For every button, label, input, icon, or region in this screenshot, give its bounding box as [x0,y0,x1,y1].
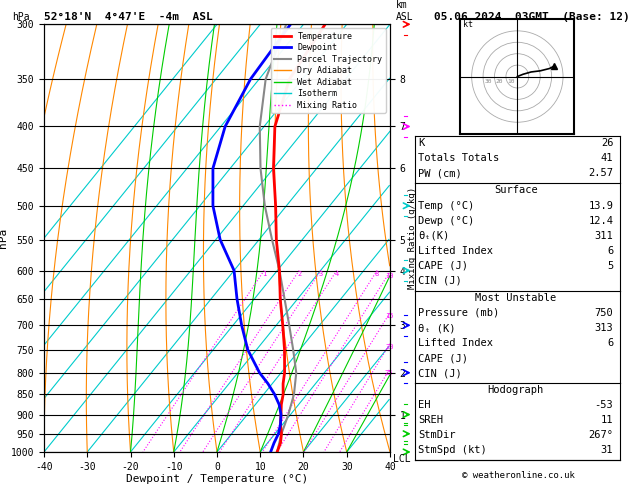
Text: 41: 41 [601,154,613,163]
Text: 13.9: 13.9 [588,201,613,210]
Y-axis label: Mixing Ratio (g/kg): Mixing Ratio (g/kg) [408,187,418,289]
Text: 26: 26 [601,139,613,148]
Y-axis label: hPa: hPa [0,228,8,248]
Text: θₜ(K): θₜ(K) [418,231,450,241]
Text: 31: 31 [601,446,613,455]
Text: 25: 25 [385,370,393,376]
Text: StmSpd (kt): StmSpd (kt) [418,446,487,455]
Text: 267°: 267° [588,431,613,440]
Text: 05.06.2024  03GMT  (Base: 12): 05.06.2024 03GMT (Base: 12) [433,12,629,22]
Text: Lifted Index: Lifted Index [418,246,493,256]
Text: Most Unstable: Most Unstable [475,293,557,303]
Text: 20: 20 [496,79,503,85]
Text: 20: 20 [386,344,394,350]
Text: 313: 313 [594,323,613,333]
Text: 8: 8 [375,271,379,277]
Text: CAPE (J): CAPE (J) [418,353,468,363]
Text: Pressure (mb): Pressure (mb) [418,308,499,318]
Text: PW (cm): PW (cm) [418,169,462,178]
Text: Lifted Index: Lifted Index [418,338,493,348]
Text: Dewp (°C): Dewp (°C) [418,216,474,226]
Text: 10: 10 [385,273,394,279]
Text: θₜ (K): θₜ (K) [418,323,456,333]
Text: 3: 3 [319,271,323,277]
Text: 2: 2 [297,271,301,277]
Text: LCL: LCL [393,454,411,465]
Text: Surface: Surface [494,186,538,195]
Text: CIN (J): CIN (J) [418,368,462,378]
Text: 12.4: 12.4 [588,216,613,226]
Text: 52°18'N  4°47'E  -4m  ASL: 52°18'N 4°47'E -4m ASL [44,12,213,22]
Text: CAPE (J): CAPE (J) [418,261,468,271]
Text: 311: 311 [594,231,613,241]
Text: 11: 11 [601,416,613,425]
Text: EH: EH [418,400,431,410]
Text: 6: 6 [607,338,613,348]
Text: Totals Totals: Totals Totals [418,154,499,163]
Text: 4: 4 [335,271,339,277]
Text: 1: 1 [262,271,266,277]
Text: © weatheronline.co.uk: © weatheronline.co.uk [462,470,576,480]
Text: Hodograph: Hodograph [487,385,544,395]
Text: 30: 30 [484,79,492,85]
Text: 5: 5 [607,261,613,271]
Text: 10: 10 [507,79,515,85]
Text: 750: 750 [594,308,613,318]
X-axis label: Dewpoint / Temperature (°C): Dewpoint / Temperature (°C) [126,474,308,485]
Text: CIN (J): CIN (J) [418,276,462,286]
Text: 6: 6 [607,246,613,256]
Text: Temp (°C): Temp (°C) [418,201,474,210]
Text: K: K [418,139,425,148]
Text: 2.57: 2.57 [588,169,613,178]
Text: 15: 15 [386,313,394,319]
Text: SREH: SREH [418,416,443,425]
Text: StmDir: StmDir [418,431,456,440]
Text: km
ASL: km ASL [396,0,414,22]
Text: -53: -53 [594,400,613,410]
Legend: Temperature, Dewpoint, Parcel Trajectory, Dry Adiabat, Wet Adiabat, Isotherm, Mi: Temperature, Dewpoint, Parcel Trajectory… [271,29,386,113]
Text: kt: kt [462,20,472,30]
Text: hPa: hPa [13,12,30,22]
